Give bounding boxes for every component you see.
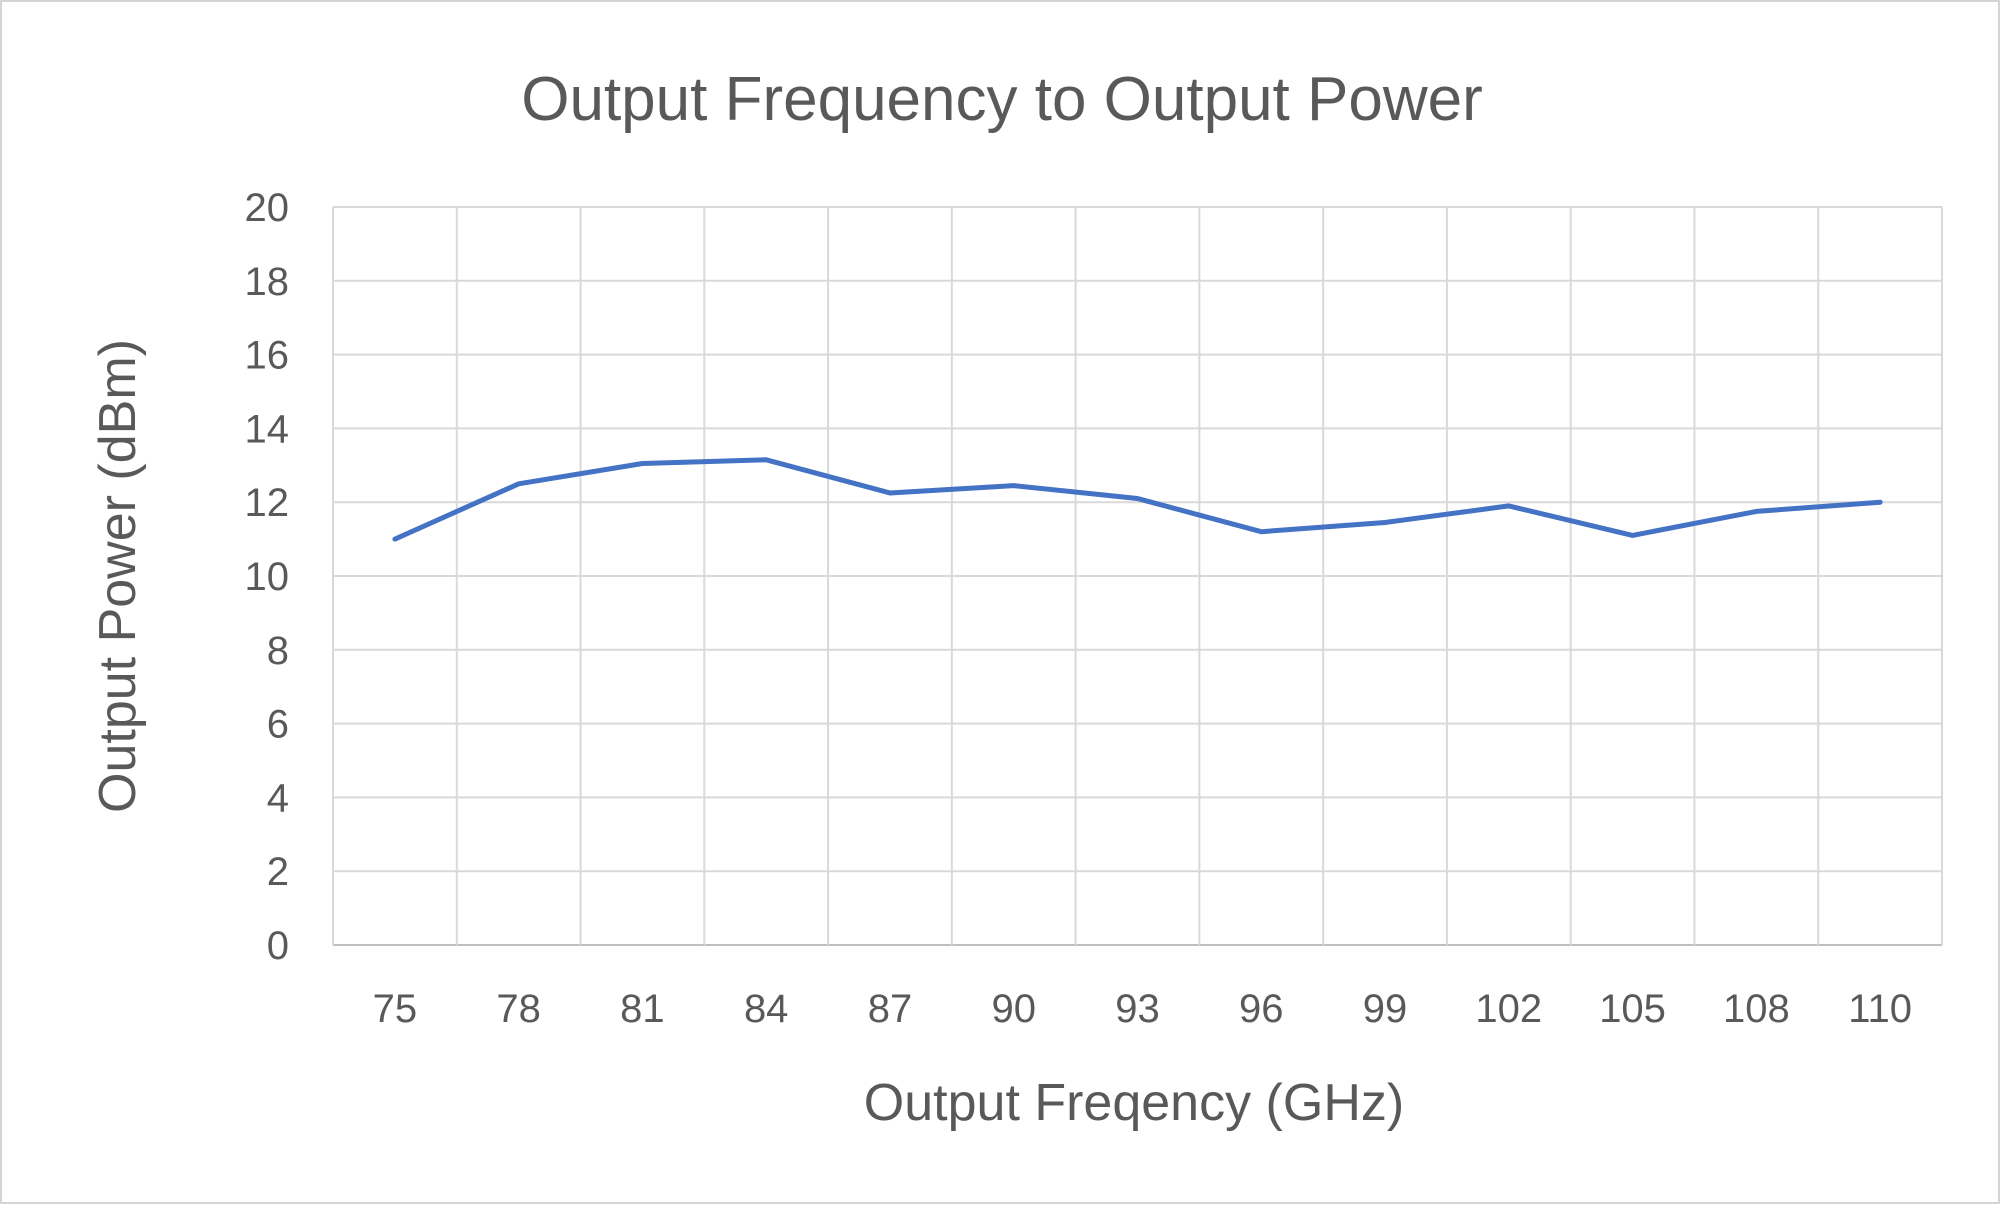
x-tick-label: 90 [991, 987, 1036, 1031]
series-group [392, 457, 1883, 542]
x-tick-label: 108 [1723, 987, 1790, 1031]
x-axis-title: Output Freqency (GHz) [864, 1074, 1404, 1132]
y-tick-label: 12 [245, 481, 290, 525]
x-tick-label: 78 [496, 987, 541, 1031]
chart-title: Output Frequency to Output Power [521, 65, 1483, 134]
y-tick-label: 14 [245, 407, 290, 451]
x-tick-label: 84 [744, 987, 789, 1031]
y-tick-label: 10 [245, 555, 290, 599]
series-line [392, 457, 1883, 542]
x-tick-labels: 75 78 81 84 87 90 93 96 99 102 105 108 110 [373, 987, 1912, 1031]
x-tick-label: 75 [373, 987, 418, 1031]
y-tick-label: 20 [245, 186, 290, 230]
y-tick-label: 2 [267, 850, 289, 894]
y-tick-label: 6 [267, 703, 289, 747]
y-tick-labels: 0 2 4 6 8 10 12 14 16 18 20 [245, 186, 290, 968]
x-tick-label: 96 [1239, 987, 1284, 1031]
y-tick-label: 16 [245, 334, 290, 378]
y-axis-title: Output Power (dBm) [89, 339, 147, 813]
x-tick-label: 102 [1475, 987, 1542, 1031]
y-tick-label: 8 [267, 629, 289, 673]
x-tick-label: 99 [1363, 987, 1408, 1031]
grid [332, 206, 1943, 946]
x-tick-label: 87 [868, 987, 913, 1031]
y-tick-label: 0 [267, 924, 289, 968]
x-tick-label: 81 [620, 987, 665, 1031]
x-tick-label: 110 [1848, 987, 1912, 1031]
x-tick-label: 105 [1599, 987, 1666, 1031]
y-tick-label: 4 [267, 776, 289, 820]
y-tick-label: 18 [245, 260, 290, 304]
x-tick-label: 93 [1115, 987, 1160, 1031]
